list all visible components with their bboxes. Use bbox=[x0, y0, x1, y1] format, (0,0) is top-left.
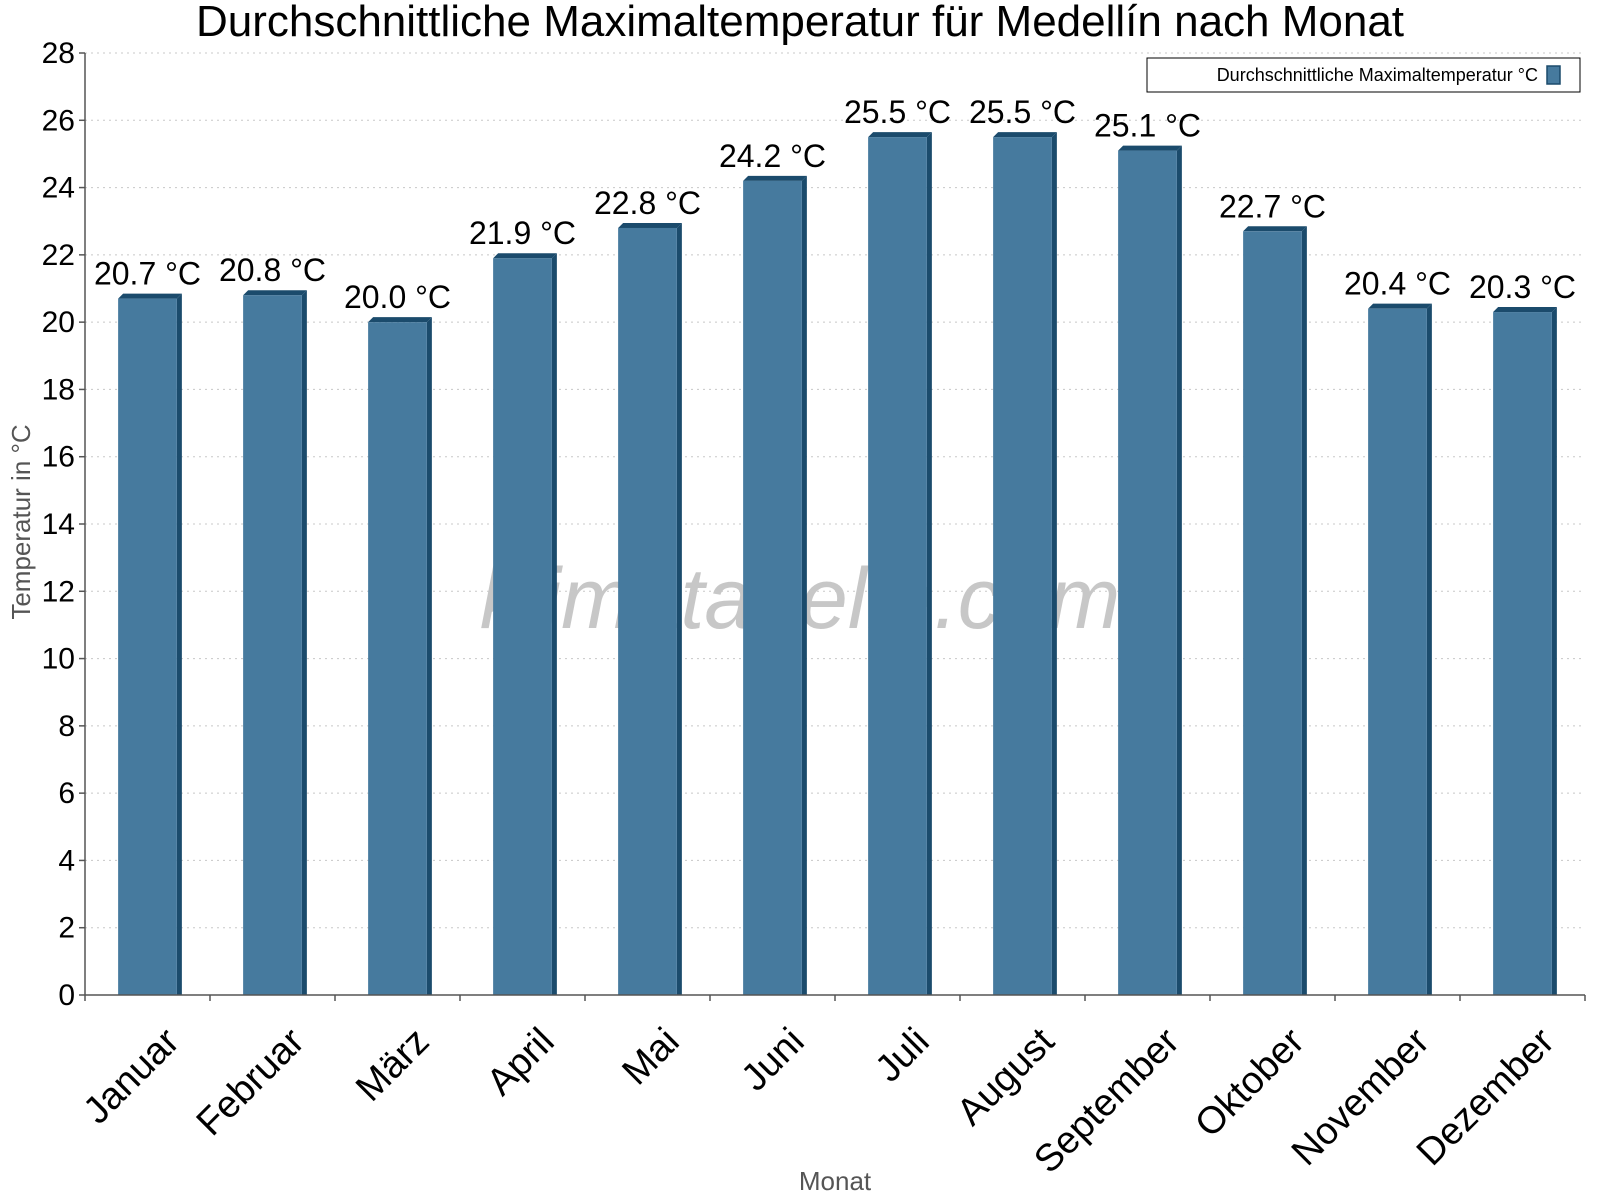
bar-side bbox=[551, 253, 557, 995]
bar-side bbox=[1551, 307, 1557, 995]
legend-label: Durchschnittliche Maximaltemperatur °C bbox=[1217, 65, 1538, 85]
data-label: 20.0 °C bbox=[344, 279, 451, 315]
bar bbox=[118, 298, 177, 995]
bar-top bbox=[368, 317, 432, 323]
x-tick-label: April bbox=[479, 1020, 562, 1103]
y-tick-label: 0 bbox=[58, 979, 75, 1012]
y-axis-title: Temperatur in °C bbox=[6, 424, 36, 619]
legend-box bbox=[1146, 57, 1581, 93]
bar-top bbox=[868, 132, 932, 138]
data-label: 21.9 °C bbox=[469, 215, 576, 251]
bar-top bbox=[743, 175, 807, 181]
y-tick-label: 14 bbox=[42, 508, 75, 541]
bar bbox=[1243, 231, 1302, 996]
bar-top bbox=[993, 132, 1057, 138]
data-label: 20.4 °C bbox=[1344, 266, 1451, 302]
y-tick-label: 28 bbox=[42, 37, 75, 70]
data-label: 24.2 °C bbox=[719, 138, 826, 174]
bar bbox=[1368, 308, 1427, 996]
bar-top bbox=[1368, 303, 1432, 309]
bar-top bbox=[1118, 145, 1182, 151]
bar-side bbox=[301, 290, 307, 995]
y-tick-label: 18 bbox=[42, 373, 75, 406]
x-tick-label: Juli bbox=[868, 1020, 938, 1090]
bar bbox=[993, 137, 1052, 995]
bar-side bbox=[426, 317, 432, 996]
chart-title: Durchschnittliche Maximaltemperatur für … bbox=[196, 0, 1404, 46]
bar-side bbox=[1051, 132, 1057, 995]
bar-side bbox=[801, 175, 807, 996]
bar-top bbox=[1243, 226, 1307, 232]
legend-swatch bbox=[1546, 65, 1561, 85]
x-tick-label: Oktober bbox=[1187, 1020, 1313, 1146]
data-label: 20.7 °C bbox=[94, 256, 201, 292]
bar bbox=[743, 180, 802, 996]
y-tick-label: 2 bbox=[58, 912, 75, 945]
y-tick-label: 12 bbox=[42, 575, 75, 608]
bar-top bbox=[618, 222, 682, 228]
data-label: 22.7 °C bbox=[1219, 188, 1326, 224]
data-label: 25.5 °C bbox=[844, 94, 951, 130]
x-axis-title: Monat bbox=[799, 1166, 872, 1196]
x-tick-label: März bbox=[348, 1020, 437, 1109]
bar bbox=[243, 295, 302, 995]
bar bbox=[618, 227, 677, 995]
bar-top bbox=[118, 293, 182, 299]
bar-top bbox=[1493, 307, 1557, 313]
bar bbox=[493, 258, 552, 995]
gridlines bbox=[85, 52, 1585, 929]
y-tick-label: 4 bbox=[58, 844, 75, 877]
data-label: 20.8 °C bbox=[219, 252, 326, 288]
y-tick-label: 26 bbox=[42, 104, 75, 137]
bar-side bbox=[676, 222, 682, 995]
data-labels: 20.7 °C 20.8 °C 20.0 °C 21.9 °C 22.8 °C 24.2 … bbox=[94, 94, 1576, 315]
y-tick-label: 16 bbox=[42, 441, 75, 474]
x-tick-label: Mai bbox=[615, 1020, 688, 1093]
data-label: 22.8 °C bbox=[594, 185, 701, 221]
y-tick-label: 8 bbox=[58, 710, 75, 743]
data-label: 20.3 °C bbox=[1469, 269, 1576, 305]
x-tick-label: Juni bbox=[734, 1020, 813, 1099]
bar-side bbox=[926, 132, 932, 995]
bar-top bbox=[243, 290, 307, 296]
bar-side bbox=[1301, 226, 1307, 996]
legend: Durchschnittliche Maximaltemperatur °C bbox=[1146, 57, 1581, 93]
bar bbox=[368, 322, 427, 996]
bar bbox=[1493, 312, 1552, 995]
x-tick-label: Januar bbox=[76, 1020, 188, 1132]
y-tick-label: 22 bbox=[42, 239, 75, 272]
bar-side bbox=[1426, 303, 1432, 996]
bar-side bbox=[176, 293, 182, 995]
bar-top bbox=[493, 253, 557, 259]
bar bbox=[1118, 150, 1177, 996]
y-tick-label: 6 bbox=[58, 777, 75, 810]
data-label: 25.1 °C bbox=[1094, 108, 1201, 144]
y-tick-label: 24 bbox=[42, 172, 75, 205]
data-label: 25.5 °C bbox=[969, 94, 1076, 130]
x-tick-label: August bbox=[949, 1020, 1063, 1134]
bar-side bbox=[1176, 145, 1182, 996]
bar bbox=[868, 137, 927, 995]
bars bbox=[118, 132, 1557, 996]
y-tick-label: 20 bbox=[42, 306, 75, 339]
x-tick-label: Februar bbox=[189, 1020, 313, 1144]
x-tick-label: Dezember bbox=[1409, 1020, 1563, 1174]
y-tick-label: 10 bbox=[42, 643, 75, 676]
